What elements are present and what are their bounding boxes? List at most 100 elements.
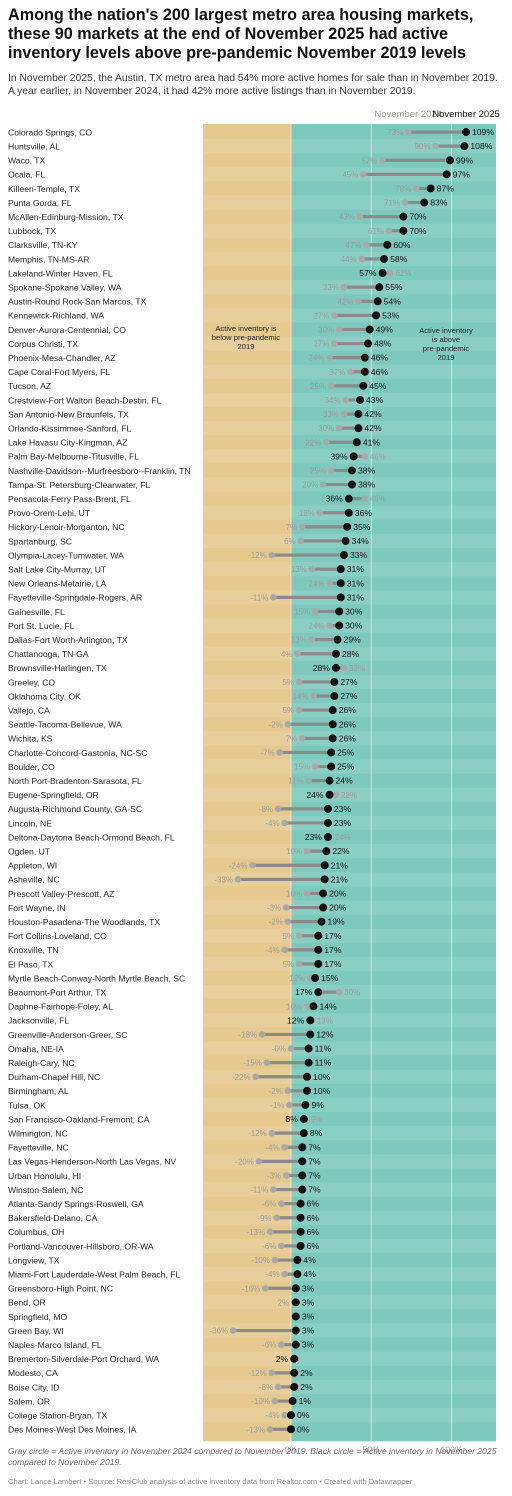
dot-nov-2025 [426, 184, 435, 193]
metro-row: Colorado Springs, CO 73% 109% [8, 127, 494, 137]
row-band [203, 1126, 496, 1141]
label-nov-2024: -0% [272, 1045, 286, 1054]
metro-name: Tucson, AZ [8, 381, 51, 391]
metro-name: Pensacola-Ferry Pass-Brent, FL [8, 494, 131, 504]
metro-row: Chattanooga, TN-GA 4% 28% [8, 646, 496, 661]
label-nov-2024: -12% [248, 1369, 267, 1378]
metro-name: Ogden, UT [8, 846, 51, 856]
label-nov-2025: 99% [456, 155, 474, 165]
dot-nov-2024 [404, 128, 412, 136]
label-nov-2025: 9% [311, 1100, 324, 1110]
dot-nov-2025 [291, 1340, 300, 1349]
label-nov-2025: 10% [313, 1086, 331, 1096]
row-band [203, 928, 496, 943]
dot-nov-2025 [331, 649, 340, 658]
metro-row: Denver-Aurora-Centennial, CO 30% 49% [8, 324, 393, 334]
label-nov-2024: 30% [344, 988, 360, 997]
label-nov-2025: 4% [303, 1269, 316, 1279]
label-nov-2025: 28% [342, 649, 360, 659]
dot-nov-2024 [332, 791, 340, 799]
label-nov-2024: 13% [317, 1016, 333, 1025]
dot-nov-2024 [266, 1425, 274, 1433]
label-nov-2025: 58% [390, 254, 408, 264]
label-nov-2024: 33% [323, 283, 339, 292]
label-nov-2024: -18% [238, 1030, 257, 1039]
dot-nov-2025 [325, 790, 334, 799]
label-nov-2024: 24% [335, 833, 351, 842]
dot-nov-2024 [335, 988, 343, 996]
dot-nov-2025 [328, 734, 337, 743]
label-nov-2025: 34% [352, 536, 370, 546]
metro-name: Des Moines-West Des Moines, IA [8, 1425, 137, 1435]
metro-name: Spokane-Spokane Valley, WA [8, 282, 122, 292]
metro-name: Fort Wayne, IN [8, 903, 65, 913]
metro-name: Bremerton-Silverdale-Port Orchard, WA [8, 1354, 159, 1364]
label-nov-2024: -10% [251, 1256, 270, 1265]
dot-nov-2025 [380, 254, 389, 263]
metro-row: Deltona-Daytona Beach-Ormond Beach, FL 24… [8, 832, 351, 842]
dot-nov-2024 [278, 1200, 285, 1207]
dot-nov-2024 [326, 579, 333, 587]
dot-nov-2025 [298, 1185, 307, 1194]
dot-nov-2025 [291, 1326, 300, 1335]
dot-nov-2025 [442, 170, 451, 179]
label-nov-2024: 62% [396, 269, 412, 278]
metro-row: Kennewick-Richland, WA 27% 53% [8, 308, 496, 323]
metro-row: Lubbock, TX 61% 70% [8, 223, 496, 238]
label-nov-2024: 30% [318, 325, 334, 334]
label-nov-2025: 45% [369, 381, 387, 391]
metro-row: Miami-Fort Lauderdale-West Palm Beach, F… [8, 1267, 496, 1282]
label-nov-2024: 24% [309, 622, 325, 631]
metro-name: Appleton, WI [8, 861, 57, 871]
dot-nov-2025 [319, 889, 328, 898]
metro-row: McAllen-Edinburg-Mission, TX 43% 70% [8, 212, 427, 222]
metro-row: San Francisco-Oakland-Fremont, CA 9% 8% [8, 1114, 322, 1124]
row-band [203, 251, 496, 266]
metro-name: Green Bay, WI [8, 1326, 64, 1336]
metro-name: Omaha, NE-IA [8, 1044, 64, 1054]
dot-nov-2024 [229, 1327, 237, 1334]
label-nov-2024: 12% [289, 974, 305, 983]
label-nov-2025: 20% [329, 888, 347, 898]
metro-name: Raleigh-Cary, NC [8, 1058, 75, 1068]
metro-name: Lincoln, NE [8, 818, 52, 828]
dot-nov-2025 [348, 480, 357, 489]
dot-nov-2025 [375, 283, 384, 292]
dot-nov-2025 [335, 621, 344, 630]
dot-nov-2025 [296, 1199, 305, 1208]
dot-nov-2025 [290, 1368, 299, 1377]
dot-nov-2024 [326, 354, 333, 361]
dot-nov-2025 [331, 663, 340, 672]
label-nov-2025: 17% [295, 987, 313, 997]
label-nov-2025: 19% [328, 917, 346, 927]
row-band [203, 872, 496, 887]
metro-row: Birmingham, AL -2% 10% [8, 1086, 331, 1096]
label-nov-2025: 2% [276, 1354, 289, 1364]
dot-nov-2025 [327, 762, 336, 771]
metro-row: Longview, TX -10% 4% [8, 1255, 316, 1265]
label-nov-2024: 45% [342, 170, 358, 179]
label-nov-2024: 57% [361, 156, 377, 165]
row-band [203, 1295, 496, 1310]
annotation-line: is above [432, 335, 460, 344]
annotation-line: 2019 [238, 342, 255, 351]
label-nov-2025: 12% [287, 1015, 305, 1025]
label-nov-2024: 33% [323, 410, 339, 419]
metro-name: Longview, TX [8, 1255, 60, 1265]
metro-name: Brownsville-Harlingen, TX [8, 663, 107, 673]
row-band [203, 1408, 496, 1423]
label-nov-2025: 29% [344, 635, 362, 645]
metro-row: Las Vegas-Henderson-North Las Vegas, NV -… [8, 1154, 496, 1169]
label-nov-2024: 90% [414, 142, 430, 151]
label-nov-2025: 12% [316, 1029, 334, 1039]
label-nov-2024: 15% [294, 607, 310, 616]
metro-name: Greenville-Anderson-Greer, SC [8, 1030, 127, 1040]
row-band [203, 900, 496, 915]
row-band [203, 646, 496, 661]
label-nov-2024: 73% [387, 128, 403, 137]
dot-nov-2024 [252, 1073, 259, 1081]
metro-name: Corpus Christi, TX [8, 339, 78, 349]
dot-nov-2025 [462, 128, 470, 137]
label-nov-2025: 30% [345, 606, 363, 616]
